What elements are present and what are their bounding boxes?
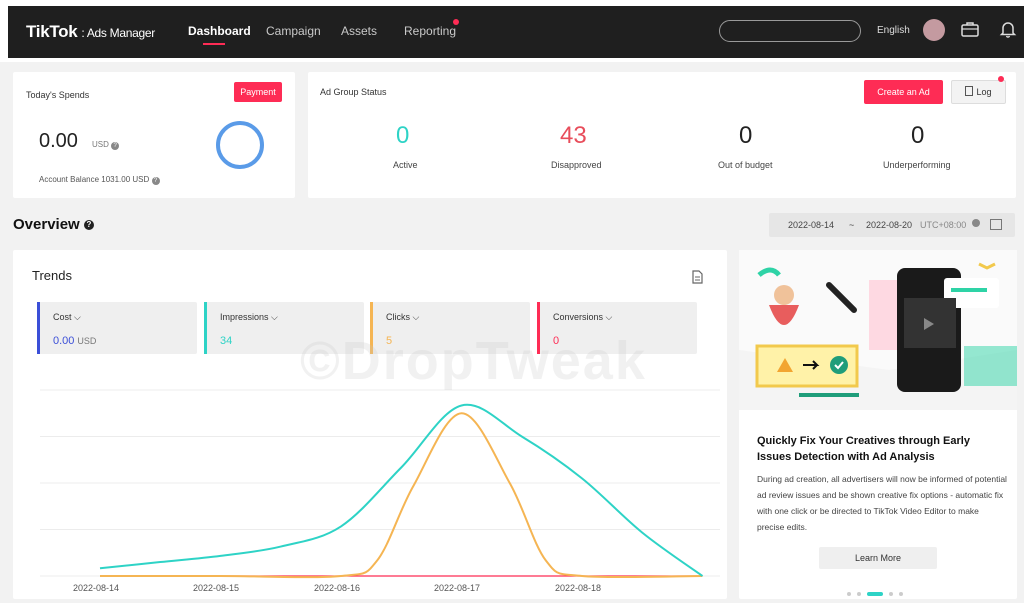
active-tab-indicator xyxy=(203,43,225,45)
x-tick-label: 2022-08-17 xyxy=(434,583,481,593)
tiktok-ads-manager-logo[interactable]: TikTok: Ads Manager xyxy=(26,22,155,42)
x-tick-label: 2022-08-14 xyxy=(73,583,120,593)
spend-ring-icon xyxy=(216,121,264,169)
metric-card-cost[interactable]: Cost ⌵ 0.00 USD xyxy=(37,302,197,354)
underperforming-count[interactable]: 0 xyxy=(911,122,925,149)
bell-icon[interactable] xyxy=(998,19,1018,39)
avatar[interactable] xyxy=(923,19,945,41)
out-of-budget-count[interactable]: 0 xyxy=(739,122,753,149)
spends-title: Today's Spends xyxy=(26,90,90,100)
metric-card-conversions[interactable]: Conversions ⌵ 0 xyxy=(537,302,697,354)
chevron-down-icon: ⌵ xyxy=(605,312,613,322)
info-icon: ? xyxy=(111,142,120,150)
info-icon: ? xyxy=(151,177,160,185)
date-range-picker[interactable]: 2022-08-14 ~ 2022-08-20 UTC+08:00 xyxy=(769,213,1015,237)
promo-card: Quickly Fix Your Creatives through Early… xyxy=(739,250,1017,599)
metric-card-clicks[interactable]: Clicks ⌵ 5 xyxy=(370,302,530,354)
carousel-dot[interactable] xyxy=(847,592,851,596)
nav-dashboard[interactable]: Dashboard xyxy=(188,24,251,38)
help-icon: ? xyxy=(83,220,94,230)
metric-card-impressions[interactable]: Impressions ⌵ 34 xyxy=(204,302,364,354)
trends-line-chart xyxy=(40,389,720,579)
todays-spends-card: Today's Spends Payment 0.00 USD ? Accoun… xyxy=(13,72,295,198)
calendar-icon[interactable] xyxy=(990,219,1002,230)
promo-body: During ad creation, all advertisers will… xyxy=(757,474,1007,532)
info-icon xyxy=(972,219,980,227)
disapproved-count[interactable]: 43 xyxy=(560,122,587,149)
overview-title: Overview ? xyxy=(13,216,94,233)
ad-status-title: Ad Group Status xyxy=(320,87,387,97)
log-button[interactable]: Log xyxy=(951,80,1006,104)
promo-illustration xyxy=(739,250,1017,410)
date-start: 2022-08-14 xyxy=(788,220,835,230)
series-line-impressions xyxy=(99,403,704,577)
active-count[interactable]: 0 xyxy=(396,122,410,149)
x-tick-label: 2022-08-15 xyxy=(193,583,240,593)
export-icon[interactable] xyxy=(691,270,703,284)
nav-assets[interactable]: Assets xyxy=(341,24,378,38)
active-label: Active xyxy=(393,160,418,170)
account-balance: Account Balance 1031.00 USD ? xyxy=(39,175,160,185)
carousel-dot[interactable] xyxy=(899,592,903,596)
out-of-budget-label: Out of budget xyxy=(718,160,773,170)
spends-amount: 0.00 xyxy=(39,130,78,152)
carousel-dot-active[interactable] xyxy=(867,592,883,596)
chevron-down-icon: ⌵ xyxy=(74,312,81,322)
topbar: TikTok: Ads Manager Dashboard Campaign A… xyxy=(0,0,1024,62)
language-selector[interactable]: English xyxy=(877,25,910,36)
carousel-dot[interactable] xyxy=(857,592,861,596)
watermark: ©DropTweak xyxy=(300,331,647,391)
disapproved-label: Disapproved xyxy=(551,160,602,170)
create-ad-button[interactable]: Create an Ad xyxy=(864,80,943,104)
trends-title: Trends xyxy=(32,268,72,283)
payment-button[interactable]: Payment xyxy=(234,82,282,102)
carousel-dot[interactable] xyxy=(889,592,893,596)
learn-more-button[interactable]: Learn More xyxy=(819,547,937,569)
date-separator: ~ xyxy=(849,220,855,230)
promo-title: Quickly Fix Your Creatives through Early… xyxy=(757,435,970,463)
chevron-down-icon: ⌵ xyxy=(271,312,278,322)
underperforming-label: Underperforming xyxy=(883,160,951,170)
nav-campaign[interactable]: Campaign xyxy=(266,24,321,38)
brand-name: TikTok xyxy=(26,22,78,41)
series-line-clicks xyxy=(100,412,703,579)
log-notification-dot xyxy=(998,76,1004,82)
reporting-notification-dot xyxy=(453,19,459,25)
briefcase-icon[interactable] xyxy=(960,19,980,39)
brand-suffix: : Ads Manager xyxy=(81,26,155,40)
navigation-bar: TikTok: Ads Manager Dashboard Campaign A… xyxy=(8,6,1024,58)
nav-reporting[interactable]: Reporting xyxy=(404,24,457,38)
ad-group-status-card: Ad Group Status Create an Ad Log 0 Activ… xyxy=(308,72,1016,198)
x-tick-label: 2022-08-16 xyxy=(314,583,361,593)
search-input[interactable] xyxy=(719,20,861,42)
timezone: UTC+08:00 xyxy=(920,220,967,230)
spends-currency: USD ? xyxy=(92,140,120,150)
date-end: 2022-08-20 xyxy=(866,220,913,230)
chevron-down-icon: ⌵ xyxy=(412,312,420,322)
x-tick-label: 2022-08-18 xyxy=(555,583,602,593)
document-icon xyxy=(965,86,974,96)
